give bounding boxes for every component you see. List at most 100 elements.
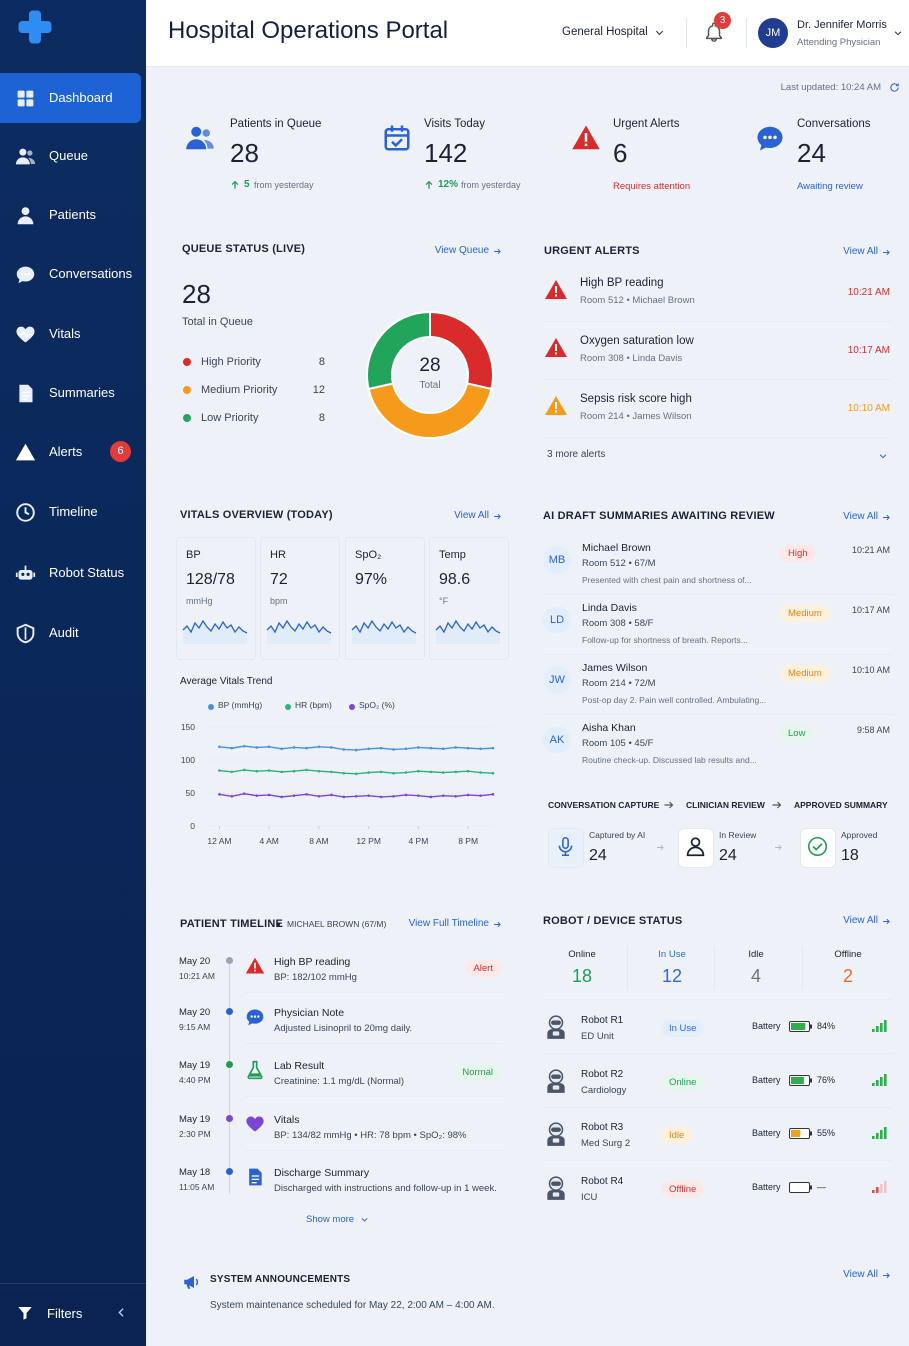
nav-label: Audit bbox=[49, 625, 79, 640]
signal bbox=[872, 1074, 887, 1086]
icon-shape bbox=[690, 837, 701, 847]
icon-shape bbox=[494, 248, 501, 255]
nav-label: Vitals bbox=[49, 326, 81, 341]
icon bbox=[572, 125, 600, 150]
signal bbox=[872, 1020, 887, 1032]
nav-item[interactable]: Vitals bbox=[0, 309, 141, 359]
nav-item[interactable]: Dashboard bbox=[0, 73, 141, 123]
workflow-value: 18 bbox=[841, 847, 859, 864]
kpi-value: 24 bbox=[797, 138, 826, 168]
series-point bbox=[392, 748, 395, 751]
nav-label: Queue bbox=[49, 148, 89, 163]
summary-time: 10:21 AM bbox=[851, 545, 890, 555]
nav-item[interactable]: Robot Status bbox=[0, 548, 141, 598]
user-name: Dr. Jennifer Morris bbox=[797, 19, 887, 31]
signal-bar bbox=[880, 1023, 883, 1032]
link[interactable]: View Full Timeline bbox=[408, 918, 489, 929]
card-title: SYSTEM ANNOUNCEMENTS bbox=[210, 1274, 351, 1285]
link[interactable]: View All bbox=[843, 511, 878, 522]
icon-shape bbox=[186, 1284, 191, 1289]
summary-note: Routine check-up. Discussed lab results … bbox=[582, 755, 757, 765]
sparkline-line bbox=[182, 619, 248, 634]
divider bbox=[543, 1107, 893, 1108]
icon bbox=[18, 10, 52, 44]
icon bbox=[894, 31, 902, 36]
icon bbox=[545, 396, 567, 415]
icon-shape bbox=[24, 456, 27, 459]
series-point bbox=[342, 771, 346, 775]
icon-shape bbox=[24, 507, 30, 516]
icon-shape bbox=[18, 570, 33, 580]
icon-shape bbox=[775, 844, 782, 851]
x-tick-label: 12 AM bbox=[207, 836, 231, 846]
icon-shape bbox=[24, 449, 27, 456]
summary-time: 9:58 AM bbox=[856, 725, 890, 735]
hospital-select[interactable]: General Hospital bbox=[562, 26, 648, 38]
link[interactable]: View Queue bbox=[434, 245, 489, 256]
divider bbox=[543, 1053, 893, 1054]
summary-note: Follow-up for shortness of breath. Repor… bbox=[582, 635, 748, 645]
icon bbox=[19, 384, 33, 403]
sparkline bbox=[435, 619, 501, 644]
icon bbox=[558, 836, 573, 857]
divider bbox=[746, 18, 747, 48]
summary-name: Michael Brown bbox=[582, 542, 651, 554]
series-point bbox=[404, 771, 408, 774]
battery-label: Battery bbox=[752, 1182, 781, 1192]
nav-item[interactable]: Summaries bbox=[0, 368, 141, 418]
timeline-dot bbox=[226, 957, 233, 964]
icon-shape bbox=[890, 83, 899, 92]
vital-label: BP bbox=[186, 549, 201, 561]
nav-label: Alerts bbox=[49, 444, 83, 459]
divider bbox=[686, 18, 687, 48]
nav-item[interactable]: Conversations bbox=[0, 249, 141, 299]
series-point bbox=[466, 769, 470, 773]
y-tick-label: 0 bbox=[190, 821, 195, 831]
card-title: AI DRAFT SUMMARIES AWAITING REVIEW bbox=[543, 510, 775, 522]
icon bbox=[17, 90, 34, 107]
icon bbox=[494, 248, 501, 255]
icon bbox=[545, 280, 567, 299]
battery-label: Battery bbox=[752, 1021, 781, 1031]
link[interactable]: View All bbox=[843, 915, 878, 926]
vital-value: 72 bbox=[270, 571, 288, 588]
more-alerts[interactable]: 3 more alerts bbox=[547, 449, 606, 460]
series-point bbox=[243, 792, 246, 795]
nav-item[interactable]: Audit bbox=[0, 608, 141, 658]
battery-tip bbox=[810, 1024, 812, 1029]
kpi-card: Urgent Alerts 6 Requires attention bbox=[553, 99, 722, 210]
battery-level bbox=[791, 1130, 801, 1137]
divider bbox=[543, 1160, 893, 1161]
event-time: 10:21 AM bbox=[179, 971, 215, 981]
event-title: High BP reading bbox=[274, 956, 351, 968]
legend-value: 8 bbox=[318, 412, 325, 424]
summary-sub: Room 512 • 67/M bbox=[582, 558, 656, 569]
icon-shape bbox=[27, 150, 33, 156]
nav-item[interactable]: Queue bbox=[0, 131, 141, 181]
divider bbox=[544, 379, 892, 380]
icon-shape bbox=[494, 921, 501, 928]
nav-label: Robot Status bbox=[49, 565, 125, 580]
link[interactable]: View All bbox=[843, 1269, 878, 1280]
nav-badge: 6 bbox=[110, 441, 131, 462]
show-more[interactable]: Show more bbox=[306, 1214, 355, 1225]
link[interactable]: View All bbox=[454, 510, 489, 521]
battery-level bbox=[791, 1077, 804, 1084]
series-point bbox=[280, 795, 283, 799]
filters-label[interactable]: Filters bbox=[47, 1306, 83, 1321]
icon-shape bbox=[584, 133, 588, 142]
nav-item[interactable]: Alerts 6 bbox=[0, 427, 141, 477]
series-point bbox=[454, 746, 457, 749]
icon-shape bbox=[883, 249, 890, 256]
link[interactable]: View All bbox=[843, 246, 878, 257]
donut-center-value: 28 bbox=[419, 355, 440, 376]
battery-tip bbox=[810, 1131, 812, 1136]
queue-card: QUEUE STATUS (LIVE) View Queue 28 Total in … bbox=[167, 227, 515, 474]
y-tick-label: 100 bbox=[181, 755, 195, 765]
icon-shape bbox=[555, 286, 557, 293]
icon-shape bbox=[552, 1085, 560, 1090]
nav-item[interactable]: Timeline bbox=[0, 487, 141, 537]
nav-item[interactable]: Patients bbox=[0, 190, 141, 240]
icon-shape bbox=[22, 398, 28, 401]
workflow-icon-box bbox=[678, 828, 714, 868]
